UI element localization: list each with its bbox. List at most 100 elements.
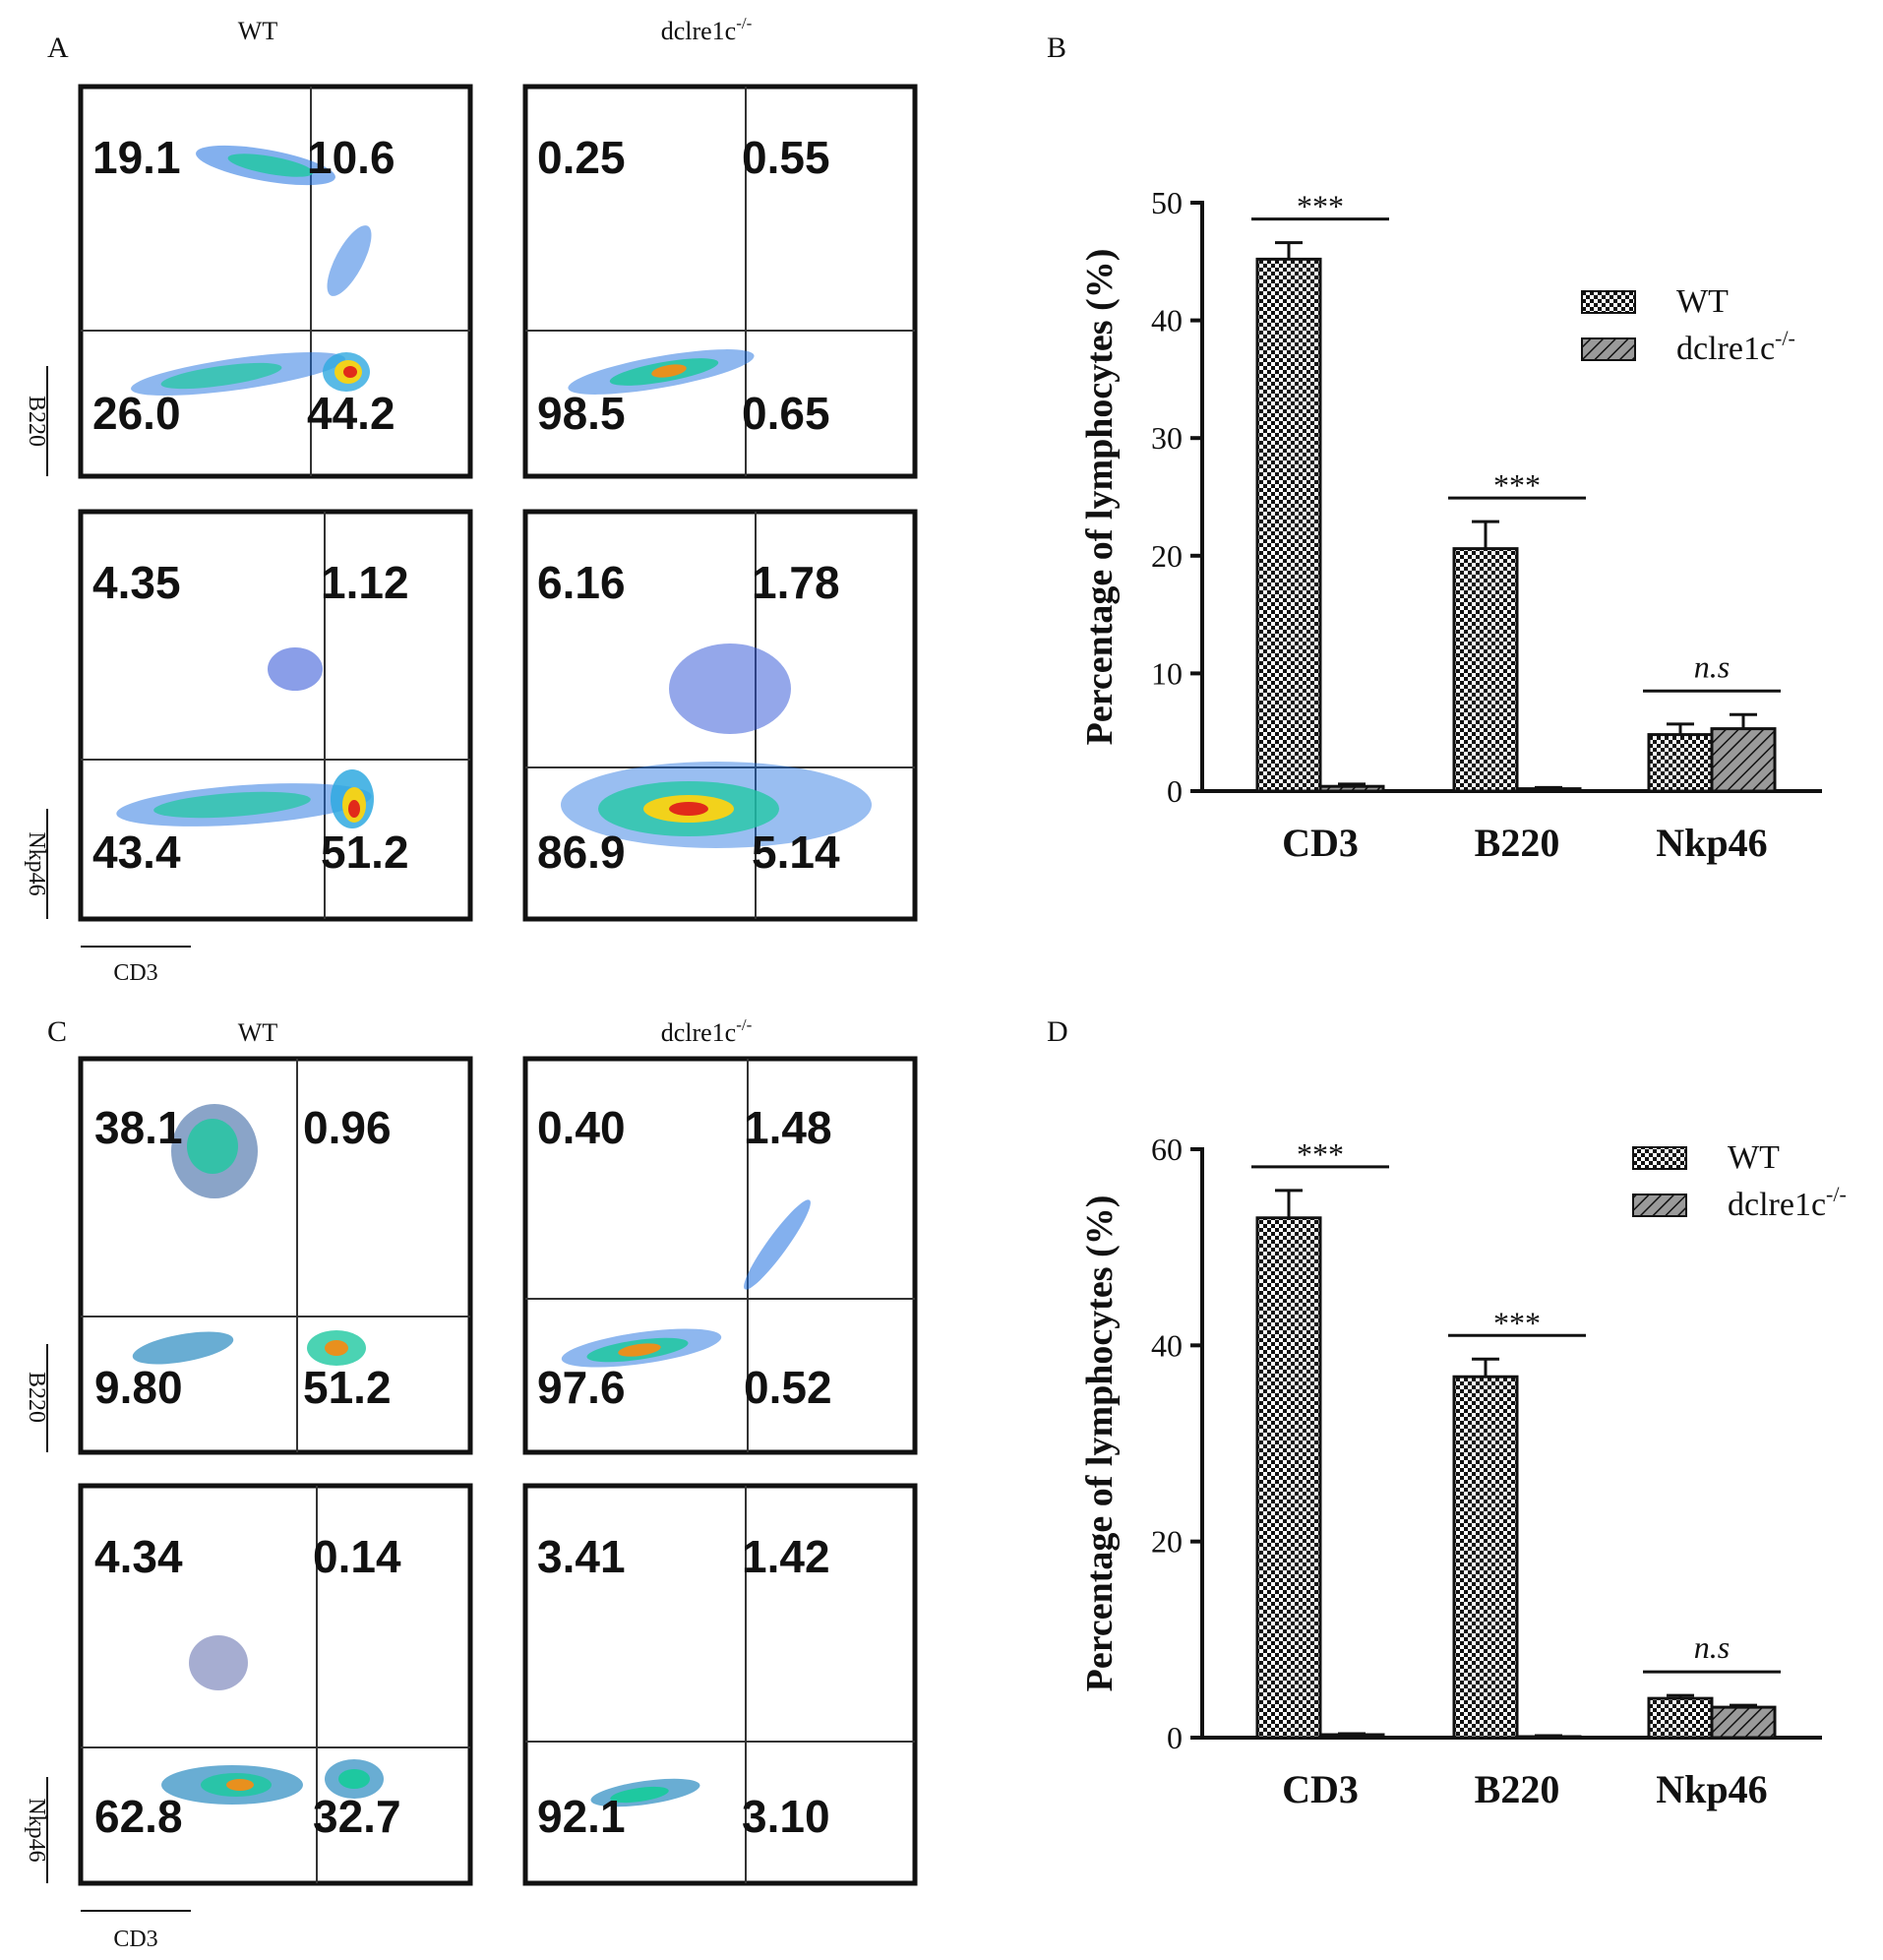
y-tick-label: 0 xyxy=(1167,1720,1183,1755)
cell-population xyxy=(590,1778,700,1807)
panel-letter-b: B xyxy=(1047,31,1066,64)
y-axis-title: Percentage of lymphocytes (%) xyxy=(1079,1195,1121,1692)
y-tick-label: 40 xyxy=(1151,1327,1183,1363)
quadrant-value-lr: 51.2 xyxy=(321,827,409,878)
quadrant-value-lr: 5.14 xyxy=(752,827,840,878)
x-tick-label: Nkp46 xyxy=(1656,821,1767,865)
y-axis-label-b220: B220 xyxy=(24,396,49,447)
quadrant-value-ll: 86.9 xyxy=(537,827,626,878)
bar-chart-d: 0 20 40 60 Percentage of lymphocytes (%) CD3 *… xyxy=(1079,1132,1847,1811)
flow-plot-c-ko-b220 xyxy=(522,1056,918,1455)
cell-population xyxy=(116,647,374,828)
panel-letter-c: C xyxy=(47,1015,67,1048)
quadrant-value-lr: 32.7 xyxy=(313,1791,401,1842)
quadrant-value-ul: 19.1 xyxy=(92,132,181,183)
quadrant-value-ul: 3.41 xyxy=(537,1531,626,1582)
column-header-dclre1c: dclre1c-/- xyxy=(661,1015,753,1047)
bar xyxy=(1452,547,1519,793)
y-tick-label: 50 xyxy=(1151,185,1183,220)
y-axis-label-b220: B220 xyxy=(24,1372,49,1423)
quadrant-value-ur: 1.12 xyxy=(321,557,409,608)
x-tick-label: CD3 xyxy=(1282,821,1359,865)
bar xyxy=(1710,727,1777,793)
significance-label: n.s xyxy=(1694,648,1730,684)
legend-swatch xyxy=(1581,337,1636,361)
quadrant-value-ur: 10.6 xyxy=(307,132,395,183)
x-tick-label: B220 xyxy=(1475,821,1560,865)
bar xyxy=(1515,787,1582,793)
bar xyxy=(1255,1216,1322,1740)
y-axis-label-nkp46: Nkp46 xyxy=(24,831,49,895)
y-axis-label-nkp46: Nkp46 xyxy=(24,1798,49,1862)
x-axis-label-cd3: CD3 xyxy=(113,1927,157,1952)
y-tick-label: 20 xyxy=(1151,1524,1183,1560)
quadrant-value-ll: 92.1 xyxy=(537,1791,626,1842)
x-tick-label: Nkp46 xyxy=(1656,1767,1767,1811)
cell-population xyxy=(131,145,372,397)
y-tick-label: 30 xyxy=(1151,420,1183,456)
quadrant-value-ur: 0.14 xyxy=(313,1531,401,1582)
quadrant-value-ul: 6.16 xyxy=(537,557,626,608)
quadrant-value-lr: 0.52 xyxy=(744,1362,832,1413)
panel-letter-a: A xyxy=(47,31,69,64)
quadrant-value-ul: 0.40 xyxy=(537,1102,626,1153)
legend-label: WT xyxy=(1676,283,1729,320)
flow-plot-a-ko-b220 xyxy=(522,84,918,479)
column-header-dclre1c: dclre1c-/- xyxy=(661,14,753,45)
legend-swatch xyxy=(1632,1146,1687,1170)
flow-plot-c-wt-b220 xyxy=(78,1056,473,1455)
quadrant-value-lr: 0.65 xyxy=(742,388,830,439)
quadrant-value-lr: 3.10 xyxy=(742,1791,830,1842)
flow-plot-c-wt-nkp46 xyxy=(78,1483,473,1886)
x-tick-label: B220 xyxy=(1475,1767,1560,1811)
cell-population xyxy=(561,1199,811,1368)
bar xyxy=(1710,1705,1777,1740)
bar xyxy=(1647,733,1714,793)
quadrant-value-ll: 9.80 xyxy=(94,1362,183,1413)
y-tick-label: 60 xyxy=(1151,1132,1183,1167)
quadrant-value-lr: 51.2 xyxy=(303,1362,392,1413)
flow-plot-a-wt-b220 xyxy=(78,84,473,479)
cell-population xyxy=(561,643,872,848)
cell-population xyxy=(568,349,755,395)
cell-population xyxy=(161,1635,384,1805)
quadrant-value-ul: 0.25 xyxy=(537,132,626,183)
quadrant-value-ll: 62.8 xyxy=(94,1791,183,1842)
y-axis-title: Percentage of lymphocytes (%) xyxy=(1079,249,1121,746)
column-header-wt: WT xyxy=(238,17,278,45)
significance-label: n.s xyxy=(1694,1629,1730,1665)
quadrant-value-ur: 1.78 xyxy=(752,557,840,608)
quadrant-value-ur: 1.48 xyxy=(744,1102,832,1153)
quadrant-value-lr: 44.2 xyxy=(307,388,395,439)
significance-label: *** xyxy=(1493,467,1541,503)
quadrant-value-ul: 4.34 xyxy=(94,1531,183,1582)
x-tick-label: CD3 xyxy=(1282,1767,1359,1811)
quadrant-value-ul: 4.35 xyxy=(92,557,181,608)
legend-label: dclre1c-/- xyxy=(1676,326,1795,367)
y-tick-label: 40 xyxy=(1151,303,1183,338)
y-tick-label: 0 xyxy=(1167,773,1183,809)
legend-label: WT xyxy=(1728,1139,1780,1176)
quadrant-value-ul: 38.1 xyxy=(94,1102,183,1153)
quadrant-value-ll: 97.6 xyxy=(537,1362,626,1413)
y-tick-label: 20 xyxy=(1151,538,1183,574)
bar-chart-b: 0 10 20 30 40 50 Percentage of lymphocytes (%)… xyxy=(1079,185,1822,865)
x-axis-label-cd3: CD3 xyxy=(113,960,157,986)
significance-label: *** xyxy=(1493,1305,1541,1340)
quadrant-value-ll: 43.4 xyxy=(92,827,181,878)
bar xyxy=(1255,257,1322,793)
bar xyxy=(1452,1375,1519,1740)
quadrant-value-ll: 98.5 xyxy=(537,388,626,439)
y-tick-label: 10 xyxy=(1151,655,1183,691)
legend-swatch xyxy=(1581,290,1636,314)
significance-label: *** xyxy=(1297,189,1344,224)
flow-plot-a-ko-nkp46 xyxy=(522,509,918,922)
legend-label: dclre1c-/- xyxy=(1728,1182,1847,1223)
cell-population xyxy=(132,1104,366,1366)
flow-plot-c-ko-nkp46 xyxy=(522,1483,918,1886)
quadrant-values: 19.1 10.6 26.0 44.2 0.25 0.55 98.5 0.65 … xyxy=(92,132,840,1842)
quadrant-value-ur: 0.96 xyxy=(303,1102,392,1153)
quadrant-value-ur: 1.42 xyxy=(742,1531,830,1582)
legend-swatch xyxy=(1632,1194,1687,1217)
